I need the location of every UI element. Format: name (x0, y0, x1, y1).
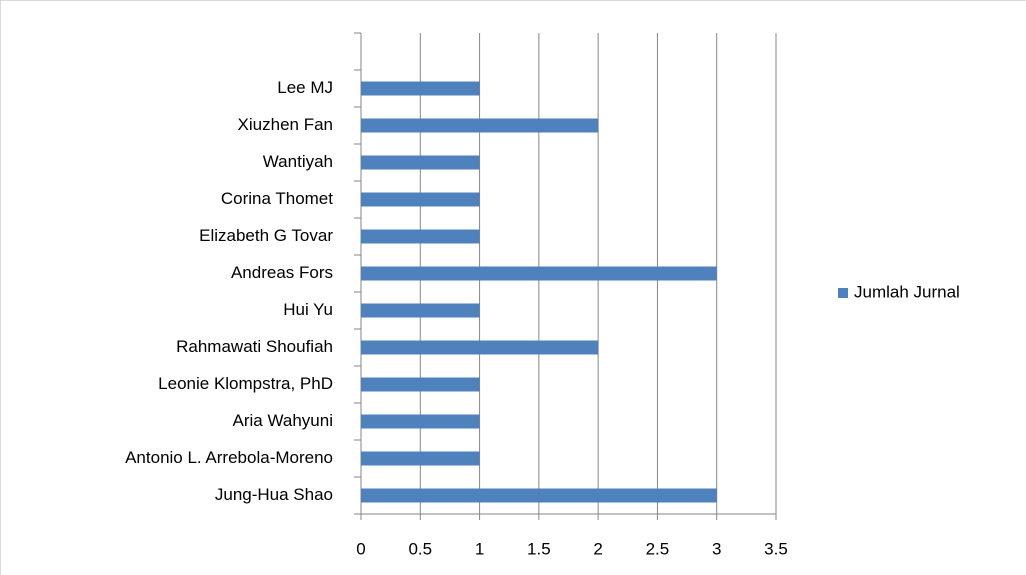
y-tick-label: Elizabeth G Tovar (199, 226, 333, 245)
y-tick-label: Rahmawati Shoufiah (176, 337, 333, 356)
bar (361, 155, 480, 170)
x-tick-label: 3 (712, 539, 721, 558)
x-tick-label: 1 (475, 539, 484, 558)
bar (361, 414, 480, 429)
y-tick-label: Lee MJ (277, 78, 333, 97)
x-tick-label: 3.5 (764, 539, 788, 558)
y-tick-label: Jung-Hua Shao (215, 485, 333, 504)
x-tick-label: 2 (593, 539, 602, 558)
bar (361, 340, 599, 355)
bar (361, 303, 480, 318)
x-tick-label: 2.5 (646, 539, 670, 558)
bar (361, 229, 480, 244)
bar (361, 81, 480, 96)
bar (361, 377, 480, 392)
bar (361, 118, 599, 133)
y-tick-label: Corina Thomet (221, 189, 333, 208)
x-tick-label: 0 (356, 539, 365, 558)
bar (361, 266, 717, 281)
y-tick-label: Hui Yu (283, 300, 333, 319)
x-tick-label: 1.5 (527, 539, 551, 558)
y-tick-label: Wantiyah (263, 152, 333, 171)
y-tick-label: Aria Wahyuni (233, 411, 333, 430)
y-tick-label: Leonie Klompstra, PhD (158, 374, 333, 393)
y-tick-label: Andreas Fors (231, 263, 333, 282)
bar (361, 488, 717, 503)
x-tick-label: 0.5 (408, 539, 432, 558)
legend-label: Jumlah Jurnal (854, 282, 960, 301)
bar (361, 451, 480, 466)
y-tick-label: Antonio L. Arrebola-Moreno (125, 448, 333, 467)
legend-swatch (838, 288, 848, 298)
y-tick-label: Xiuzhen Fan (238, 115, 333, 134)
bar (361, 192, 480, 207)
